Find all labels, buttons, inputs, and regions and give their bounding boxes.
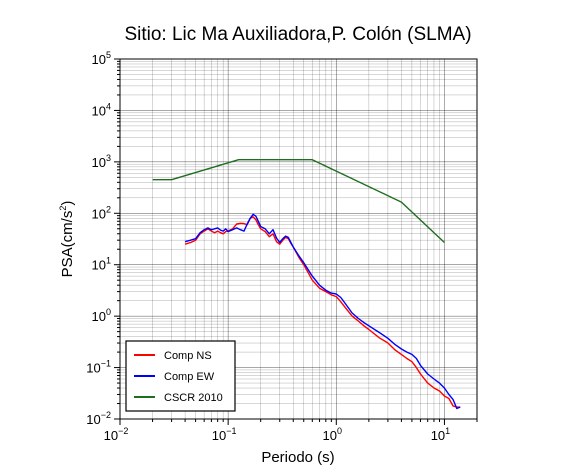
series-line-3	[152, 158, 445, 244]
legend-label: Comp NS	[164, 350, 212, 362]
x-tick-label: 100	[323, 426, 342, 443]
series-line-2	[184, 213, 461, 410]
y-tick-label: 10−1	[86, 359, 111, 376]
plot-frame	[119, 58, 478, 420]
x-tick-label: 10−1	[212, 426, 237, 443]
y-axis-label-sup: 2	[58, 206, 68, 211]
x-tick-labels: 10−2 10−1 100 101	[104, 426, 451, 443]
y-tick-label: 101	[92, 256, 111, 273]
x-tick-label: 101	[431, 426, 450, 443]
legend-label: CSCR 2010	[164, 392, 223, 404]
x-tick-label: 10−2	[104, 426, 129, 443]
y-tick-label: 100	[92, 307, 111, 324]
y-tick-label: 10−2	[86, 410, 111, 427]
y-axis-label-close: )	[59, 201, 76, 206]
y-tick-label: 104	[92, 101, 111, 118]
axis-ticks	[114, 58, 478, 425]
y-tick-label: 103	[92, 153, 111, 170]
y-tick-labels: 10−2 10−1 100 101 102 103 104 105	[86, 50, 111, 427]
y-axis-label: PSA(cm/s2)	[58, 201, 76, 278]
y-axis-label-base: PSA(cm/s	[59, 211, 76, 278]
legend: Comp NS Comp EW CSCR 2010	[125, 340, 236, 412]
legend-label: Comp EW	[164, 371, 215, 383]
series-layer	[152, 158, 461, 410]
y-tick-label: 102	[92, 204, 111, 221]
y-tick-label: 105	[92, 50, 111, 67]
x-axis-label: Periodo (s)	[261, 449, 334, 466]
chart-title: Sitio: Lic Ma Auxiliadora,P. Colón (SLMA…	[124, 24, 471, 45]
